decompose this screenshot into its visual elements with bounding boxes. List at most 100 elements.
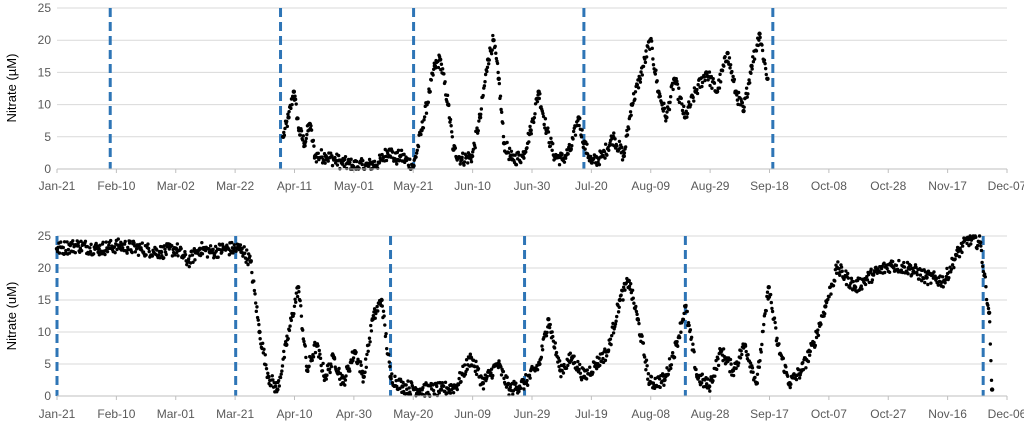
data-point bbox=[533, 112, 537, 116]
data-point bbox=[445, 93, 450, 98]
data-point bbox=[325, 373, 329, 377]
data-point bbox=[975, 246, 979, 251]
data-point bbox=[974, 235, 978, 239]
data-point bbox=[662, 377, 667, 383]
data-point bbox=[89, 242, 93, 247]
data-point bbox=[477, 115, 483, 120]
data-point bbox=[715, 367, 719, 372]
data-point bbox=[680, 108, 685, 113]
data-point bbox=[354, 350, 358, 354]
data-point bbox=[193, 258, 197, 262]
data-point bbox=[768, 292, 773, 297]
data-point bbox=[682, 104, 686, 109]
data-point bbox=[852, 285, 858, 290]
data-point bbox=[905, 269, 909, 273]
data-point bbox=[485, 69, 489, 74]
data-point bbox=[757, 38, 761, 42]
y-tick-label: 5 bbox=[44, 357, 51, 371]
data-point bbox=[641, 64, 646, 69]
data-point bbox=[293, 94, 297, 98]
data-point bbox=[887, 270, 892, 275]
data-point bbox=[746, 92, 750, 96]
data-point bbox=[548, 144, 553, 148]
data-point bbox=[285, 124, 290, 129]
data-point bbox=[476, 366, 481, 371]
data-point bbox=[846, 276, 851, 280]
data-point bbox=[597, 356, 601, 360]
data-point bbox=[566, 152, 570, 156]
data-point bbox=[556, 356, 561, 360]
data-point bbox=[505, 375, 509, 379]
data-point bbox=[439, 62, 444, 66]
data-point bbox=[94, 241, 98, 246]
data-point bbox=[284, 342, 289, 347]
data-point bbox=[239, 246, 244, 251]
data-point bbox=[833, 279, 837, 283]
data-point bbox=[480, 381, 486, 386]
data-point bbox=[424, 111, 429, 115]
data-point bbox=[535, 96, 539, 101]
data-point bbox=[234, 249, 238, 253]
data-point bbox=[623, 288, 627, 292]
data-point bbox=[869, 267, 873, 271]
data-point bbox=[375, 163, 379, 168]
data-point bbox=[569, 147, 573, 151]
data-point bbox=[130, 250, 134, 255]
data-point bbox=[761, 329, 765, 334]
data-point bbox=[743, 344, 748, 348]
data-point bbox=[871, 273, 876, 277]
data-point bbox=[760, 43, 764, 47]
x-tick-label: Oct-08 bbox=[811, 179, 847, 193]
data-point bbox=[367, 157, 372, 162]
data-point bbox=[311, 138, 316, 143]
data-point bbox=[297, 290, 301, 294]
data-point bbox=[594, 366, 599, 371]
x-tick-label: Aug-28 bbox=[691, 407, 730, 421]
data-point bbox=[489, 51, 494, 56]
data-point bbox=[210, 251, 215, 255]
data-point bbox=[688, 103, 693, 107]
data-point bbox=[537, 96, 541, 101]
data-point bbox=[128, 239, 132, 244]
data-point bbox=[524, 150, 528, 154]
data-point bbox=[501, 134, 506, 139]
data-point bbox=[831, 283, 836, 288]
data-point bbox=[479, 107, 484, 111]
data-point bbox=[321, 361, 325, 366]
data-point bbox=[839, 265, 844, 269]
data-point bbox=[525, 378, 529, 383]
data-point bbox=[59, 240, 63, 244]
data-point bbox=[653, 72, 658, 76]
data-point bbox=[497, 359, 501, 363]
data-point bbox=[717, 86, 722, 90]
data-point bbox=[494, 51, 498, 55]
data-point bbox=[773, 320, 777, 325]
data-point bbox=[75, 243, 81, 248]
data-point bbox=[829, 292, 833, 296]
data-point bbox=[562, 160, 567, 164]
data-point bbox=[79, 248, 84, 253]
data-point bbox=[383, 323, 387, 327]
data-point bbox=[344, 374, 348, 378]
data-point bbox=[979, 244, 983, 248]
data-point bbox=[489, 371, 493, 375]
data-point bbox=[667, 107, 672, 112]
x-tick-label: Mar-22 bbox=[216, 179, 254, 193]
data-point bbox=[641, 341, 646, 345]
data-point bbox=[103, 252, 107, 257]
data-point bbox=[105, 249, 110, 254]
data-point bbox=[62, 240, 67, 244]
data-point bbox=[665, 110, 669, 114]
data-point bbox=[580, 128, 584, 132]
data-point bbox=[183, 249, 187, 254]
data-point bbox=[136, 253, 141, 257]
data-point bbox=[559, 374, 563, 379]
data-point bbox=[437, 391, 441, 395]
data-point bbox=[604, 354, 609, 358]
data-point bbox=[986, 310, 992, 315]
data-point bbox=[560, 368, 564, 373]
data-point bbox=[676, 344, 680, 348]
data-point bbox=[407, 386, 411, 390]
data-point bbox=[516, 150, 521, 155]
data-point bbox=[601, 356, 605, 361]
